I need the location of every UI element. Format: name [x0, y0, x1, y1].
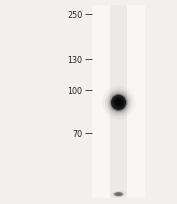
Ellipse shape	[112, 191, 125, 197]
Text: 250: 250	[67, 11, 82, 20]
Ellipse shape	[109, 93, 128, 113]
Ellipse shape	[114, 192, 124, 196]
Text: 70: 70	[72, 129, 82, 138]
Ellipse shape	[105, 89, 132, 117]
Ellipse shape	[115, 99, 122, 107]
Ellipse shape	[107, 92, 130, 114]
Bar	[110, 6, 127, 198]
Ellipse shape	[110, 95, 127, 111]
Ellipse shape	[111, 95, 126, 111]
Ellipse shape	[115, 193, 122, 196]
Text: 100: 100	[67, 86, 82, 95]
Bar	[92, 6, 145, 198]
Text: 130: 130	[67, 56, 82, 65]
Ellipse shape	[113, 97, 124, 109]
